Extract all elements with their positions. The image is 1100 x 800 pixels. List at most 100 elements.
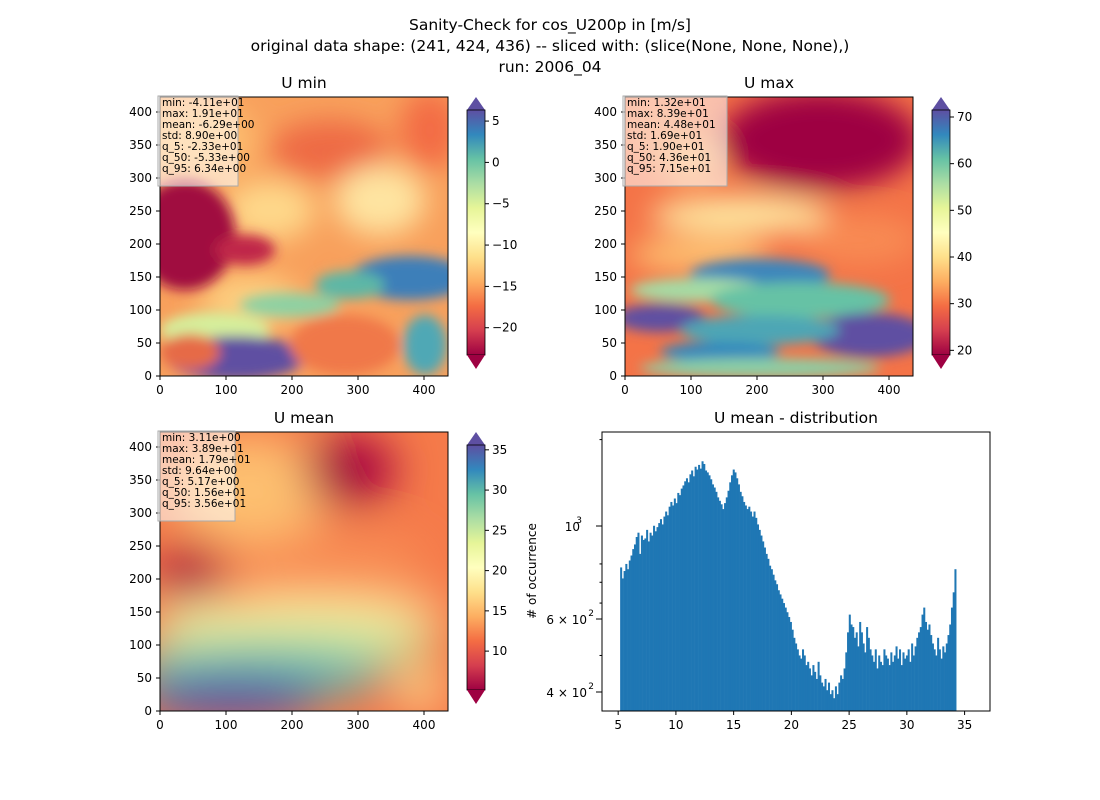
histogram-bar — [718, 500, 721, 711]
histogram-bar — [924, 621, 928, 711]
histogram-bar — [803, 655, 806, 711]
y-tick-label: 350 — [129, 138, 152, 152]
colorbar-tick-label: 60 — [957, 157, 972, 171]
stat-line: q_50: 4.36e+01 — [627, 152, 711, 164]
histogram-bar — [623, 571, 626, 711]
field-image — [160, 97, 448, 376]
stat-line: mean: 1.79e+01 — [162, 454, 251, 466]
histogram-bar — [871, 655, 874, 711]
stat-line: q_95: 6.34e+00 — [162, 163, 246, 175]
histogram-bar — [703, 463, 706, 711]
histogram-bar — [668, 506, 671, 711]
colorbar-tick-label: 35 — [492, 443, 507, 457]
histogram-bar — [885, 655, 888, 711]
histogram-bar — [933, 649, 936, 711]
y-tick-label: 200 — [594, 237, 617, 251]
histogram-bar — [807, 661, 810, 711]
histogram-bar — [888, 665, 891, 711]
colorbar-tick-label: −15 — [492, 279, 517, 293]
stat-line: q_50: 1.56e+01 — [162, 487, 246, 499]
histogram-bar — [824, 678, 827, 711]
y-tick-label: 6 × 10 — [546, 613, 587, 627]
histogram-bar — [637, 532, 640, 711]
histogram-bar — [808, 668, 811, 711]
histogram-bar — [897, 658, 900, 711]
histogram-bar — [907, 649, 910, 711]
histogram-bar — [911, 643, 914, 711]
axes-frame — [601, 431, 991, 712]
histogram-bar — [776, 584, 779, 711]
histogram-bar — [724, 503, 727, 711]
histogram-bar — [841, 678, 844, 711]
suptitle-line-2: original data shape: (241, 424, 436) -- … — [251, 37, 850, 55]
stat-line: q_95: 7.15e+01 — [627, 163, 711, 175]
colorbar-tick-label: 10 — [492, 644, 507, 658]
panel-u-max: U max 0 — [594, 74, 972, 397]
histogram-bar — [879, 661, 882, 711]
histogram-bar — [705, 470, 708, 711]
panel-u-min: U min — [129, 74, 517, 397]
histogram-bar — [853, 637, 857, 711]
histogram-bar — [698, 464, 701, 711]
histogram-bar — [819, 675, 822, 711]
histogram-bar — [679, 495, 682, 711]
histogram-bar — [715, 491, 718, 711]
y-tick-label: 0 — [609, 369, 617, 383]
axes-frame — [624, 96, 914, 377]
y-tick-label: 400 — [129, 440, 152, 454]
panel-title: U max — [744, 74, 794, 92]
histogram-bar — [756, 524, 760, 711]
histogram-bar — [878, 655, 881, 711]
histogram-bar — [741, 496, 744, 711]
x-tick-label: 0 — [621, 383, 629, 397]
x-tick-label: 0 — [156, 718, 164, 732]
histogram-bar — [876, 668, 879, 711]
histogram-bar — [817, 661, 820, 711]
stat-line: max: 3.89e+01 — [162, 443, 244, 455]
histogram-bar — [857, 646, 860, 711]
y-tick-label-exponent: 3 — [576, 516, 582, 526]
histogram-bar — [789, 621, 792, 711]
y-axis: 0 50 100 150 200 250 300 350 400 — [594, 105, 625, 383]
histogram-bar — [736, 478, 739, 711]
histogram-bar — [950, 607, 954, 711]
histogram-bar — [737, 484, 740, 711]
histogram-bar — [881, 665, 884, 711]
histogram-bar — [684, 481, 687, 711]
histogram-bar — [746, 509, 749, 711]
histogram-bar — [713, 487, 716, 711]
y-tick-label: 300 — [129, 171, 152, 185]
stat-line: std: 8.90e+00 — [162, 130, 237, 142]
x-tick-label: 15 — [726, 718, 741, 732]
y-tick-label: 150 — [594, 270, 617, 284]
histogram-bar — [642, 539, 645, 711]
histogram-bar — [755, 517, 758, 711]
stat-line: max: 8.39e+01 — [627, 108, 709, 120]
histogram-bar — [682, 485, 685, 711]
histogram-bar — [869, 649, 872, 711]
histogram-bar — [632, 549, 635, 711]
colorbar-tick-label: 20 — [957, 343, 972, 357]
histogram-bar — [649, 532, 652, 711]
histogram-bar — [734, 472, 737, 711]
stat-line: min: 1.32e+01 — [627, 97, 706, 109]
histogram-bar — [909, 661, 912, 711]
colorbar-tick-label: −20 — [492, 321, 517, 335]
stats-box: min: -4.11e+01 max: 1.91e+01 mean: -6.29… — [157, 95, 254, 187]
histogram-bar — [937, 637, 940, 711]
stat-line: min: 3.11e+00 — [162, 432, 241, 444]
histogram-bar — [711, 484, 714, 711]
histogram-bar — [774, 580, 777, 711]
histogram-bar — [860, 632, 863, 711]
histogram-bar — [949, 624, 952, 711]
panel-title: U min — [281, 74, 327, 92]
histogram-bar — [720, 504, 723, 711]
histogram-bar — [646, 529, 649, 711]
histogram-bar — [834, 686, 837, 711]
histogram-bar — [706, 472, 709, 711]
histogram-bar — [926, 629, 929, 711]
histogram-bar — [800, 658, 803, 711]
histogram-bar — [840, 675, 843, 711]
histogram-bar — [918, 632, 921, 711]
histogram-bar — [708, 475, 711, 711]
